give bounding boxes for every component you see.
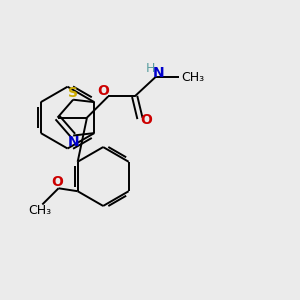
Text: N: N <box>152 66 164 80</box>
Text: CH₃: CH₃ <box>181 71 204 84</box>
Text: N: N <box>67 135 79 149</box>
Text: S: S <box>68 86 78 100</box>
Text: H: H <box>145 62 155 75</box>
Text: CH₃: CH₃ <box>28 205 52 218</box>
Text: O: O <box>97 83 109 98</box>
Text: O: O <box>51 175 63 189</box>
Text: O: O <box>140 113 152 127</box>
